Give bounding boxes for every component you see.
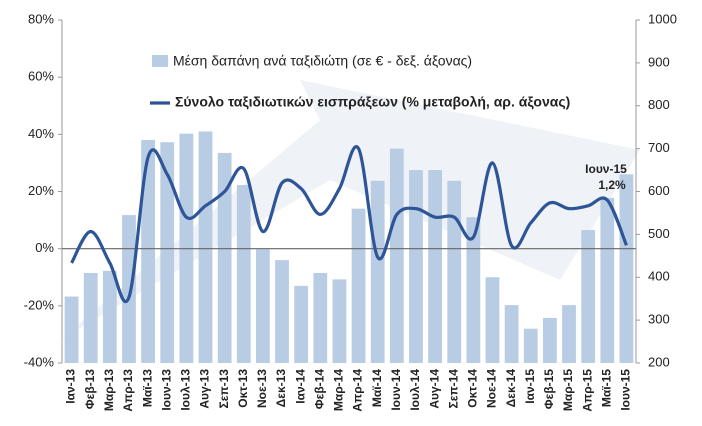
- x-tick-label: Απρ-13: [121, 369, 135, 412]
- x-tick-label: Μαρ-14: [332, 369, 346, 411]
- x-tick-label: Ιαν-13: [64, 369, 78, 404]
- annotation: 1,2%: [598, 178, 626, 192]
- y2-tick-label: 400: [648, 269, 670, 284]
- bar: [198, 131, 213, 363]
- x-tick-label: Απρ-14: [351, 369, 365, 412]
- bar: [313, 272, 328, 363]
- x-tick-label: Ιουν-13: [159, 369, 173, 411]
- bar: [619, 174, 634, 363]
- bar: [160, 142, 175, 363]
- bar: [409, 170, 423, 363]
- bar: [294, 285, 309, 363]
- y-tick-label: 40%: [28, 126, 54, 141]
- bar: [485, 277, 500, 363]
- bar: [102, 270, 117, 363]
- x-tick-label: Ιουν-15: [619, 369, 633, 411]
- annotation: Ιουν-15: [585, 162, 627, 176]
- x-tick-label: Μαρ-15: [561, 369, 575, 411]
- y2-tick-label: 700: [648, 140, 670, 155]
- y-tick-label: 60%: [28, 69, 54, 84]
- bar: [370, 180, 385, 363]
- bar: [122, 215, 136, 363]
- y2-tick-label: 900: [648, 54, 670, 69]
- bar: [389, 148, 404, 363]
- x-tick-label: Αυγ-14: [427, 369, 441, 409]
- x-tick-label: Οκτ-13: [236, 369, 250, 408]
- y-tick-label: 80%: [28, 11, 54, 26]
- legend-label: Σύνολο ταξιδιωτικών εισπράξεων (% μεταβο…: [175, 94, 570, 110]
- x-tick-label: Δεκ-14: [504, 369, 518, 408]
- y-tick-label: 20%: [28, 183, 54, 198]
- y-tick-label: 0%: [35, 240, 54, 255]
- x-tick-label: Απρ-15: [580, 369, 594, 412]
- bar: [64, 296, 79, 363]
- y-tick-label: -20%: [24, 297, 55, 312]
- x-tick-label: Νοε-13: [255, 369, 269, 408]
- bar: [236, 185, 251, 363]
- bar: [600, 197, 615, 363]
- y2-tick-label: 800: [648, 97, 670, 112]
- bar: [562, 305, 576, 363]
- x-tick-label: Σεπ-14: [446, 369, 460, 409]
- y2-tick-label: 1000: [648, 11, 677, 26]
- bar: [447, 180, 462, 363]
- x-tick-label: Σεπ-13: [217, 369, 231, 409]
- x-tick-label: Φεβ-15: [542, 369, 556, 410]
- bar: [543, 317, 557, 363]
- bar: [217, 152, 232, 363]
- x-tick-label: Φεβ-13: [83, 369, 97, 410]
- bar: [466, 217, 481, 363]
- x-tick-label: Ιουν-14: [389, 369, 403, 411]
- x-tick-label: Ιαν-14: [293, 369, 307, 404]
- x-tick-label: Φεβ-14: [312, 369, 326, 410]
- bar: [275, 260, 289, 363]
- x-tick-label: Οκτ-14: [466, 369, 480, 408]
- x-tick-label: Ιαν-15: [523, 369, 537, 404]
- x-tick-label: Νοε-14: [485, 369, 499, 408]
- y2-tick-label: 500: [648, 226, 670, 241]
- bar: [83, 272, 98, 363]
- y-tick-label: -40%: [24, 354, 55, 369]
- watermark: [60, 80, 640, 340]
- legend-label: Μέση δαπάνη ανά ταξιδιώτη (σε € - δεξ. ά…: [173, 53, 472, 69]
- x-tick-label: Αυγ-13: [198, 369, 212, 409]
- bar: [581, 230, 596, 363]
- bar: [332, 279, 347, 363]
- y2-tick-label: 200: [648, 354, 670, 369]
- bar: [428, 170, 442, 363]
- x-tick-label: Μαϊ-13: [140, 369, 154, 407]
- x-tick-label: Μαϊ-15: [599, 369, 613, 407]
- bar: [504, 305, 519, 363]
- line: [70, 145, 628, 303]
- bar: [351, 208, 366, 363]
- x-tick-label: Μαϊ-14: [370, 369, 384, 407]
- y2-tick-label: 600: [648, 183, 670, 198]
- watermark-arrow: [60, 80, 640, 340]
- bar: [256, 249, 270, 363]
- y2-tick-label: 300: [648, 312, 670, 327]
- legend-swatch: [152, 55, 168, 67]
- x-tick-label: Ιουλ-13: [179, 369, 193, 411]
- bar: [523, 328, 538, 363]
- bar: [141, 140, 155, 363]
- x-tick-label: Δεκ-13: [274, 369, 288, 408]
- x-tick-label: Ιουλ-14: [408, 369, 422, 411]
- x-tick-label: Μαρ-13: [102, 369, 116, 411]
